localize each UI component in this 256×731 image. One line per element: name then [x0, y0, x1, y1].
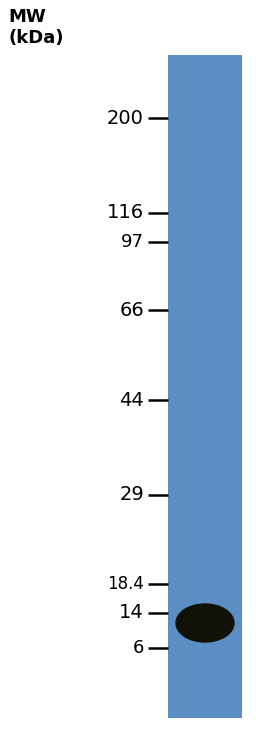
Text: 6: 6	[133, 639, 144, 657]
Text: 14: 14	[119, 604, 144, 623]
Bar	[168, 55, 242, 718]
Text: 116: 116	[107, 203, 144, 222]
Text: 97: 97	[121, 233, 144, 251]
Text: 200: 200	[107, 108, 144, 127]
Text: 44: 44	[119, 390, 144, 409]
Ellipse shape	[176, 604, 234, 642]
Text: MW
(kDa): MW (kDa)	[8, 8, 63, 47]
Text: 18.4: 18.4	[107, 575, 144, 593]
Text: 66: 66	[119, 300, 144, 319]
Text: 29: 29	[119, 485, 144, 504]
